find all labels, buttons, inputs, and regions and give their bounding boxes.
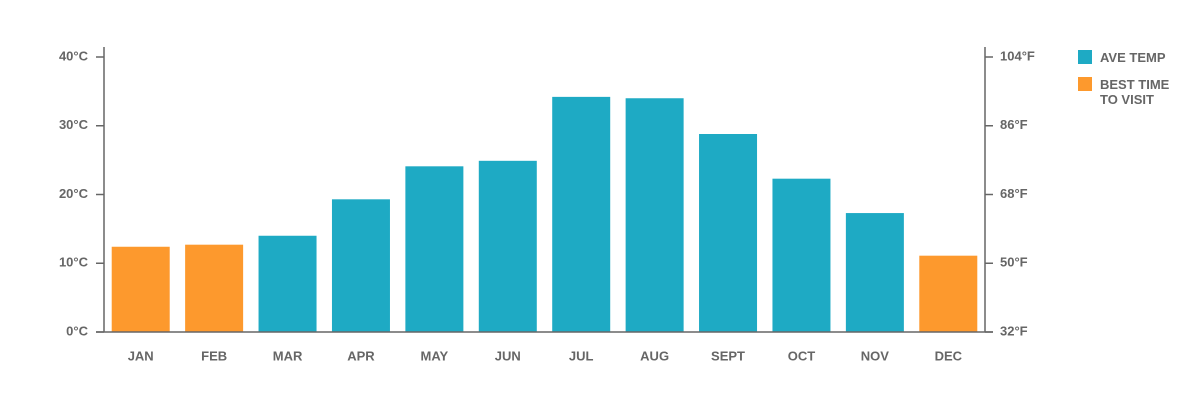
- bar: [478, 160, 537, 332]
- y-tick-label: 30°C: [59, 117, 89, 132]
- x-tick-label: JAN: [128, 348, 154, 363]
- bar: [185, 244, 244, 332]
- legend-swatch: [1078, 50, 1092, 64]
- y2-tick-label: 50°F: [1000, 255, 1028, 270]
- legend-label: AVE TEMP: [1100, 50, 1166, 65]
- x-tick-label: MAR: [273, 348, 303, 363]
- y-tick-label: 20°C: [59, 186, 89, 201]
- x-tick-label: MAY: [421, 348, 449, 363]
- y-tick-label: 40°C: [59, 48, 89, 63]
- x-tick-label: SEPT: [711, 348, 745, 363]
- bar: [919, 255, 978, 332]
- bar: [845, 213, 904, 332]
- bar: [625, 98, 684, 332]
- bar: [405, 166, 464, 332]
- bar: [258, 235, 317, 332]
- x-tick-label: NOV: [861, 348, 890, 363]
- legend-swatch: [1078, 77, 1092, 91]
- legend-item: AVE TEMP: [1078, 50, 1172, 65]
- x-tick-label: OCT: [788, 348, 816, 363]
- x-tick-label: APR: [347, 348, 375, 363]
- x-tick-label: JUN: [495, 348, 521, 363]
- x-tick-label: DEC: [935, 348, 963, 363]
- bar: [552, 96, 611, 332]
- bar: [772, 178, 831, 332]
- bar: [699, 134, 758, 332]
- bar: [111, 246, 170, 332]
- legend: AVE TEMP BEST TIME TO VISIT: [1078, 50, 1172, 119]
- y2-tick-label: 86°F: [1000, 117, 1028, 132]
- y2-tick-label: 68°F: [1000, 186, 1028, 201]
- y-tick-label: 10°C: [59, 255, 89, 270]
- bar: [331, 199, 390, 332]
- y2-tick-label: 104°F: [1000, 48, 1035, 63]
- legend-label: BEST TIME TO VISIT: [1100, 77, 1170, 107]
- x-tick-label: AUG: [640, 348, 669, 363]
- y2-tick-label: 32°F: [1000, 323, 1028, 338]
- legend-item: BEST TIME TO VISIT: [1078, 77, 1172, 107]
- x-tick-label: FEB: [201, 348, 227, 363]
- x-tick-label: JUL: [569, 348, 594, 363]
- y-tick-label: 0°C: [66, 323, 88, 338]
